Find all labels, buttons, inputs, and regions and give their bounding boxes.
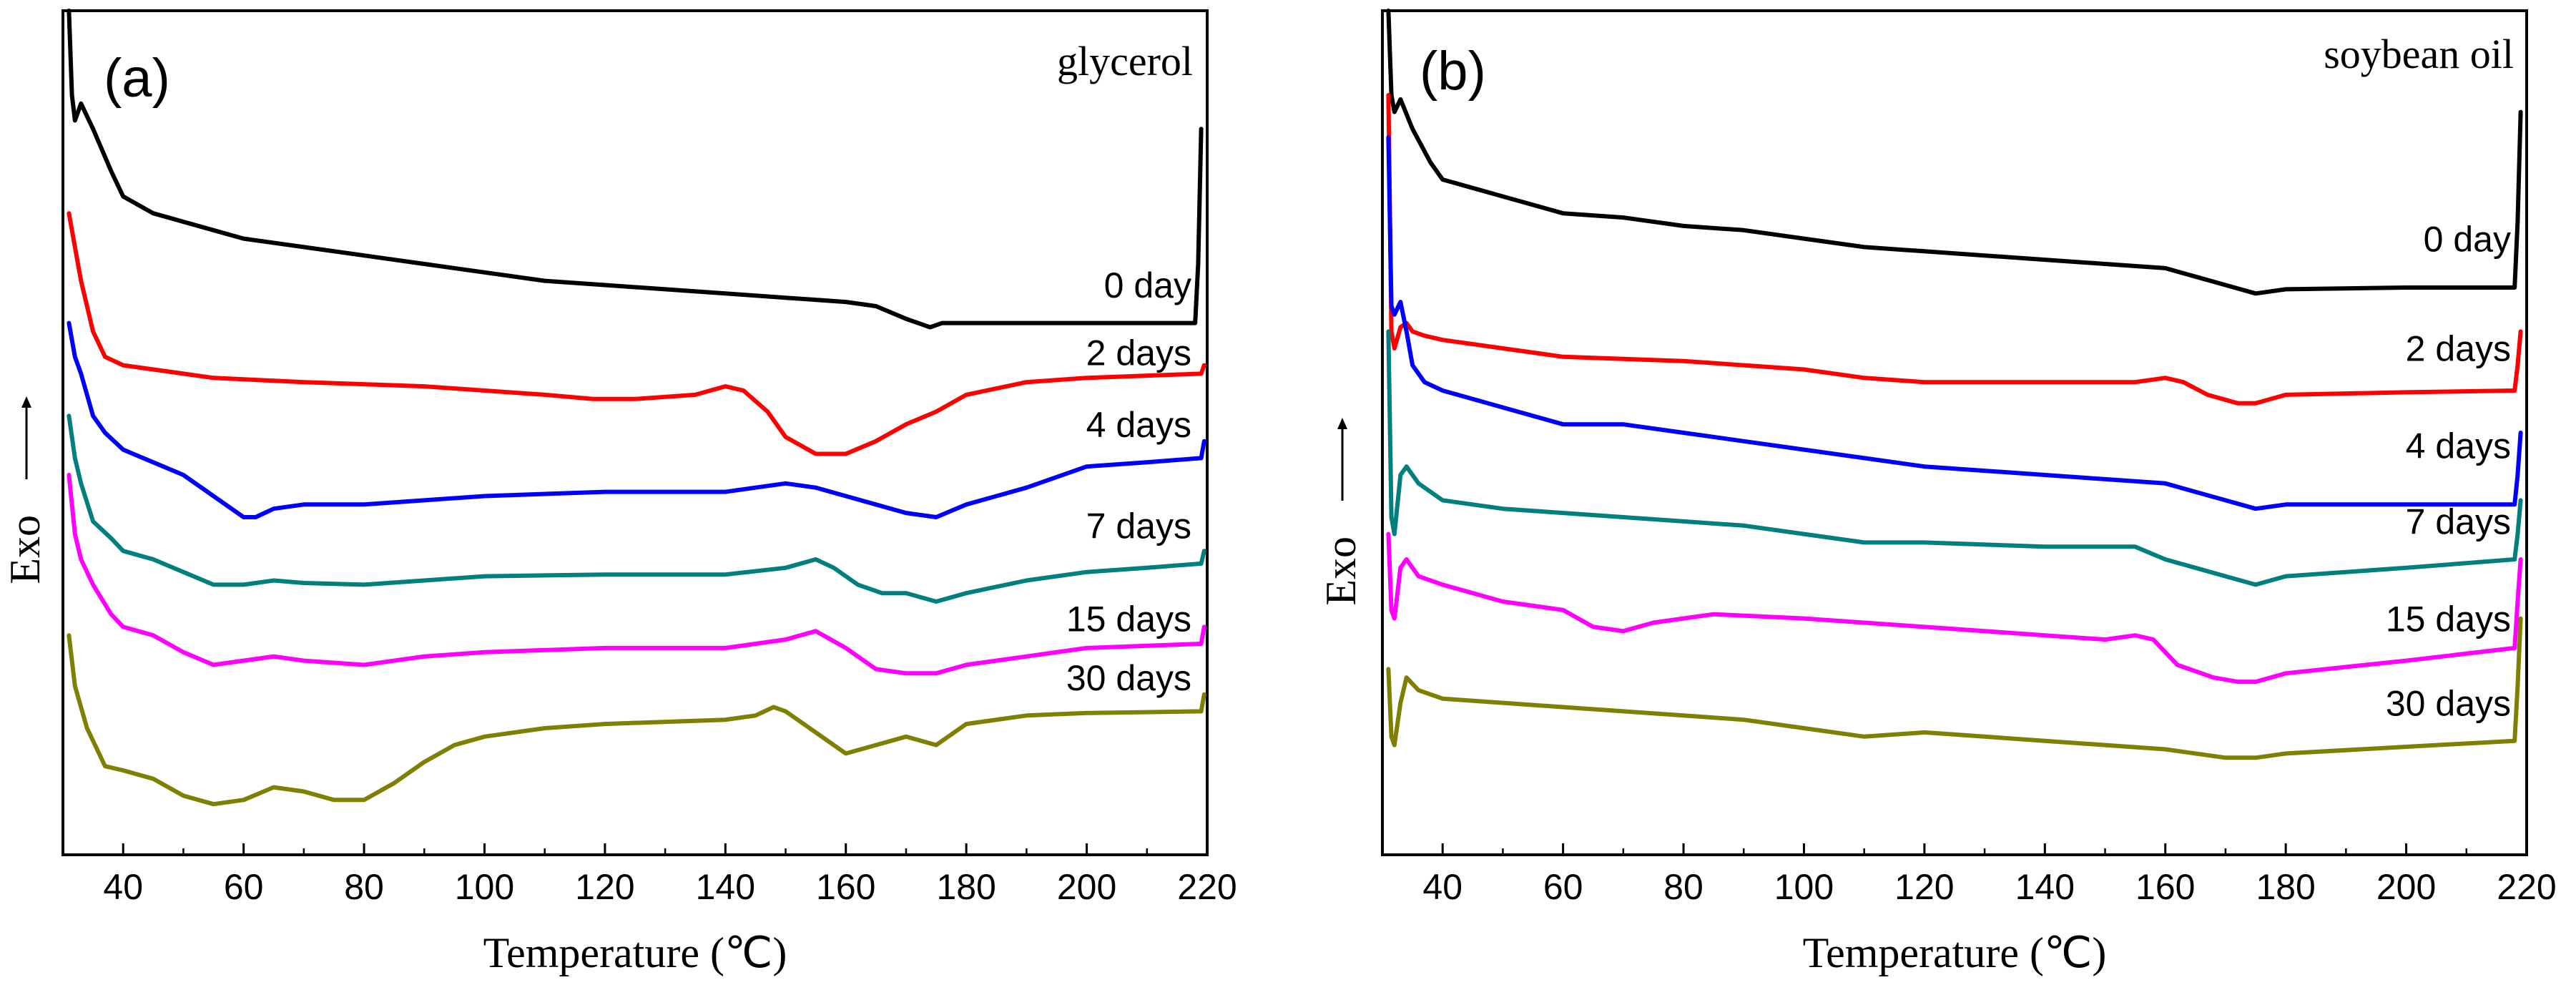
- panel-a-x-tick-label-200: 200: [1057, 867, 1116, 907]
- panel-b-x-tick-label-120: 120: [1894, 867, 1954, 907]
- panel-a-x-tick-label-180: 180: [936, 867, 996, 907]
- panel-a-series-line-30-days: [67, 633, 1206, 807]
- panel-a-series-label-7-days: 7 days: [1086, 506, 1191, 546]
- panel-a-x-ticks: 40 60 80 100 120 140 160 180 200 220: [62, 843, 1237, 907]
- panel-b-x-tick-label-200: 200: [2376, 867, 2436, 907]
- panel-b-plot-frame: [1381, 9, 2528, 856]
- panel-b-x-ticks: 40 60 80 100 120 140 160 180 200 220: [1381, 843, 2557, 907]
- panel-b-x-tick-label-220: 220: [2497, 867, 2556, 907]
- panel-b-series-label-2-days: 2 days: [2406, 329, 2511, 369]
- panel-a-series-label-2-days: 2 days: [1086, 333, 1191, 373]
- panel-a: 40 60 80 100 120 140 160 180 200 220 0 day 2 days 4…: [1, 9, 1237, 976]
- panel-a-series-line-4-days: [67, 320, 1206, 519]
- panel-a-x-tick-label-220: 220: [1177, 867, 1237, 907]
- panel-a-series-label-30-days: 30 days: [1066, 658, 1191, 698]
- panel-b-series-line-7-days: [1386, 329, 2523, 587]
- panel-a-label: (a): [104, 48, 170, 109]
- panel-a-x-tick-label-120: 120: [575, 867, 634, 907]
- panel-b-series-label-7-days: 7 days: [2406, 502, 2511, 542]
- panel-b-x-tick-label-180: 180: [2256, 867, 2315, 907]
- panel-a-series-label-15-days: 15 days: [1066, 599, 1191, 639]
- panel-b-series-labels: 0 day 2 days 4 days 7 days 15 days 30 days: [2386, 219, 2511, 723]
- panel-a-series-label-0-day: 0 day: [1104, 265, 1191, 305]
- panel-a-x-tick-label-40: 40: [103, 867, 143, 907]
- panel-b-x-tick-label-100: 100: [1774, 867, 1834, 907]
- panel-b-series-label-0-day: 0 day: [2424, 219, 2511, 259]
- panel-b-exo-arrowhead: [1337, 418, 1347, 429]
- panel-a-exo-arrowhead: [21, 396, 31, 408]
- panel-b-label: (b): [1420, 41, 1486, 102]
- panel-a-y-axis-title: Exo: [1, 515, 49, 584]
- panel-a-series-line-0-day: [67, 9, 1204, 330]
- panel-a-x-tick-label-100: 100: [455, 867, 514, 907]
- panel-b-series-label-15-days: 15 days: [2386, 599, 2511, 639]
- panel-b-sample-label: soybean oil: [2324, 31, 2514, 77]
- panel-a-y-axis-title-group: Exo: [1, 396, 49, 584]
- panel-b-series-line-4-days: [1386, 135, 2523, 511]
- panel-a-series-line-15-days: [67, 473, 1206, 676]
- panel-b-series-line-0-day: [1386, 9, 2523, 296]
- panel-b-x-tick-label-160: 160: [2135, 867, 2195, 907]
- panel-a-plot-frame: [62, 9, 1209, 856]
- panel-b-x-tick-label-80: 80: [1663, 867, 1704, 907]
- panel-a-series-line-7-days: [67, 413, 1206, 604]
- panel-a-series-labels: 0 day 2 days 4 days 7 days 15 days 30 days: [1066, 265, 1191, 698]
- panel-b-series-line-2-days: [1386, 93, 2523, 406]
- panel-a-series: [67, 9, 1206, 807]
- panel-b-x-tick-label-40: 40: [1422, 867, 1462, 907]
- panel-a-series-label-4-days: 4 days: [1086, 405, 1191, 445]
- panel-b: 40 60 80 100 120 140 160 180 200 220 0 day 2 days 4…: [1317, 9, 2557, 976]
- panel-a-x-tick-label-140: 140: [696, 867, 755, 907]
- panel-a-series-line-2-days: [67, 211, 1206, 456]
- panel-b-x-tick-label-140: 140: [2015, 867, 2075, 907]
- panel-b-y-axis-title: Exo: [1317, 536, 1365, 606]
- panel-b-y-axis-title-group: Exo: [1317, 418, 1365, 606]
- panel-b-series-label-4-days: 4 days: [2406, 426, 2511, 466]
- panel-b-series-label-30-days: 30 days: [2386, 683, 2511, 723]
- panel-a-x-tick-label-60: 60: [224, 867, 264, 907]
- panel-b-x-axis-title: Temperature (℃): [1803, 929, 2107, 976]
- panel-a-x-axis-title: Temperature (℃): [483, 929, 787, 976]
- panel-b-series: [1386, 9, 2523, 760]
- panel-a-x-tick-label-80: 80: [344, 867, 384, 907]
- panel-b-x-tick-label-60: 60: [1543, 867, 1583, 907]
- panel-b-series-line-15-days: [1386, 531, 2523, 685]
- panel-a-sample-label: glycerol: [1057, 38, 1193, 84]
- panel-a-x-tick-label-160: 160: [816, 867, 875, 907]
- panel-b-series-line-30-days: [1386, 616, 2523, 760]
